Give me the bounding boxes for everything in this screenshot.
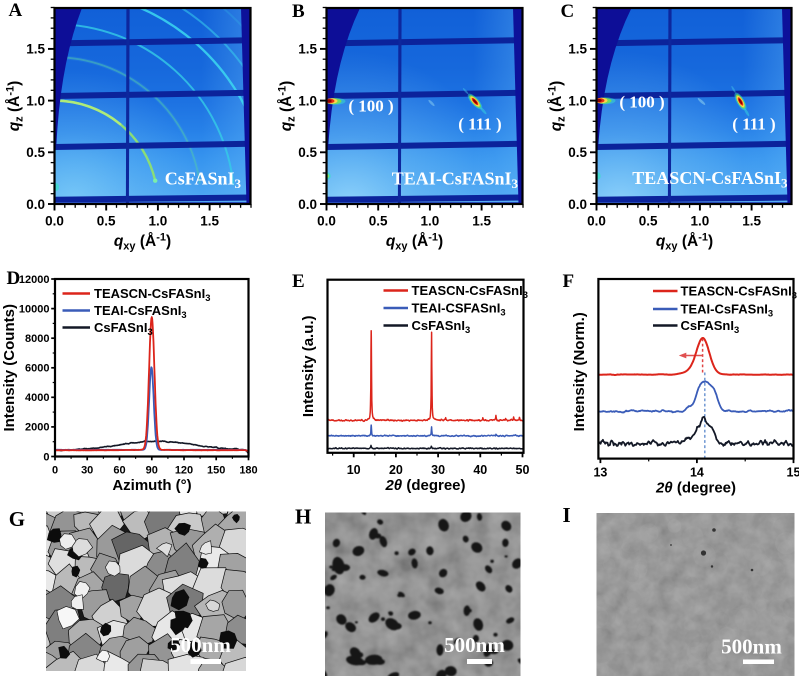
svg-text:10000: 10000 bbox=[19, 303, 50, 315]
svg-text:( 111 ): ( 111 ) bbox=[458, 115, 501, 134]
svg-text:20: 20 bbox=[389, 463, 403, 477]
svg-text:qxy (Å-1): qxy (Å-1) bbox=[114, 232, 171, 253]
svg-text:Intensity (a.u.): Intensity (a.u.) bbox=[300, 315, 317, 417]
svg-text:0.5: 0.5 bbox=[26, 145, 45, 160]
svg-text:13: 13 bbox=[593, 466, 607, 480]
svg-text:10: 10 bbox=[347, 463, 361, 477]
svg-text:0.5: 0.5 bbox=[568, 145, 587, 160]
svg-text:1.5: 1.5 bbox=[298, 42, 317, 57]
svg-text:1.0: 1.0 bbox=[568, 93, 587, 108]
svg-text:180: 180 bbox=[239, 465, 257, 477]
svg-text:0: 0 bbox=[52, 465, 58, 477]
svg-text:C: C bbox=[561, 1, 575, 22]
svg-text:1.0: 1.0 bbox=[421, 214, 440, 229]
svg-text:CsFASnI3: CsFASnI3 bbox=[681, 318, 740, 335]
svg-text:12000: 12000 bbox=[19, 274, 50, 286]
svg-text:( 111 ): ( 111 ) bbox=[732, 115, 775, 134]
svg-text:TEASCN-CsFASnI3: TEASCN-CsFASnI3 bbox=[94, 286, 210, 303]
svg-text:TEAI-CsFASnI3: TEAI-CsFASnI3 bbox=[681, 302, 774, 319]
svg-text:0.5: 0.5 bbox=[639, 214, 658, 229]
svg-text:TEAI-CSFASnI3: TEAI-CSFASnI3 bbox=[412, 301, 506, 318]
svg-text:1.0: 1.0 bbox=[691, 214, 710, 229]
svg-text:2θ (degree): 2θ (degree) bbox=[384, 477, 465, 494]
svg-text:0.0: 0.0 bbox=[298, 197, 317, 212]
svg-text:90: 90 bbox=[146, 465, 158, 477]
svg-text:0.0: 0.0 bbox=[45, 214, 64, 229]
svg-text:0.5: 0.5 bbox=[298, 145, 317, 160]
svg-text:60: 60 bbox=[113, 465, 125, 477]
svg-text:Intensity (Norm.): Intensity (Norm.) bbox=[571, 312, 588, 431]
svg-text:qz (Å-1): qz (Å-1) bbox=[547, 81, 568, 132]
svg-text:500nm: 500nm bbox=[721, 635, 782, 659]
svg-text:E: E bbox=[292, 271, 305, 292]
svg-text:1.0: 1.0 bbox=[298, 93, 317, 108]
svg-text:2000: 2000 bbox=[25, 422, 49, 434]
svg-text:15: 15 bbox=[787, 466, 799, 480]
svg-text:0.5: 0.5 bbox=[97, 214, 116, 229]
svg-text:0.5: 0.5 bbox=[369, 214, 388, 229]
svg-text:1.5: 1.5 bbox=[26, 42, 45, 57]
svg-text:120: 120 bbox=[175, 465, 193, 477]
svg-text:6000: 6000 bbox=[25, 363, 49, 375]
svg-text:4000: 4000 bbox=[25, 392, 49, 404]
svg-text:0.0: 0.0 bbox=[587, 214, 606, 229]
svg-text:TEASCN-CsFASnI3: TEASCN-CsFASnI3 bbox=[412, 283, 528, 300]
svg-text:150: 150 bbox=[207, 465, 225, 477]
svg-text:1.0: 1.0 bbox=[149, 214, 168, 229]
svg-text:qxy (Å-1): qxy (Å-1) bbox=[386, 232, 443, 253]
svg-text:0.0: 0.0 bbox=[26, 197, 45, 212]
svg-text:40: 40 bbox=[473, 463, 487, 477]
svg-text:F: F bbox=[563, 271, 575, 292]
svg-text:B: B bbox=[292, 1, 305, 22]
svg-text:8000: 8000 bbox=[25, 333, 49, 345]
svg-text:1.5: 1.5 bbox=[568, 42, 587, 57]
svg-text:D: D bbox=[7, 268, 21, 289]
svg-text:14: 14 bbox=[690, 466, 704, 480]
svg-text:500nm: 500nm bbox=[444, 633, 505, 657]
svg-text:CsFASnI3: CsFASnI3 bbox=[94, 320, 153, 337]
svg-text:500nm: 500nm bbox=[170, 633, 231, 657]
svg-text:1.5: 1.5 bbox=[742, 214, 761, 229]
svg-text:CsFASnI3: CsFASnI3 bbox=[412, 318, 471, 335]
svg-text:( 100 ): ( 100 ) bbox=[348, 97, 393, 116]
svg-text:30: 30 bbox=[81, 465, 93, 477]
svg-text:1.5: 1.5 bbox=[200, 214, 219, 229]
svg-text:Intensity (Counts): Intensity (Counts) bbox=[1, 304, 18, 432]
svg-text:50: 50 bbox=[516, 463, 530, 477]
svg-text:TEASCN-CsFASnI3: TEASCN-CsFASnI3 bbox=[632, 168, 788, 191]
svg-text:( 100 ): ( 100 ) bbox=[619, 93, 664, 112]
svg-text:I: I bbox=[563, 503, 571, 527]
svg-text:qz (Å-1): qz (Å-1) bbox=[277, 81, 298, 132]
svg-text:G: G bbox=[9, 507, 25, 531]
svg-text:TEAI-CsFASnI3: TEAI-CsFASnI3 bbox=[392, 169, 519, 192]
svg-text:1.0: 1.0 bbox=[26, 93, 45, 108]
svg-text:A: A bbox=[9, 0, 23, 21]
svg-text:qz (Å-1): qz (Å-1) bbox=[5, 81, 26, 132]
svg-text:H: H bbox=[295, 505, 311, 529]
svg-text:TEASCN-CsFASnI3: TEASCN-CsFASnI3 bbox=[681, 284, 797, 301]
svg-text:TEAI-CsFASnI3: TEAI-CsFASnI3 bbox=[94, 303, 187, 320]
svg-text:0.0: 0.0 bbox=[568, 197, 587, 212]
svg-text:CsFASnI3: CsFASnI3 bbox=[165, 169, 242, 192]
svg-text:Azimuth (°): Azimuth (°) bbox=[112, 477, 191, 494]
svg-text:30: 30 bbox=[431, 463, 445, 477]
svg-text:0.0: 0.0 bbox=[317, 214, 336, 229]
svg-text:1.5: 1.5 bbox=[472, 214, 491, 229]
svg-text:0: 0 bbox=[43, 451, 49, 463]
svg-text:qxy (Å-1): qxy (Å-1) bbox=[656, 232, 713, 253]
svg-text:2θ (degree): 2θ (degree) bbox=[655, 480, 736, 497]
